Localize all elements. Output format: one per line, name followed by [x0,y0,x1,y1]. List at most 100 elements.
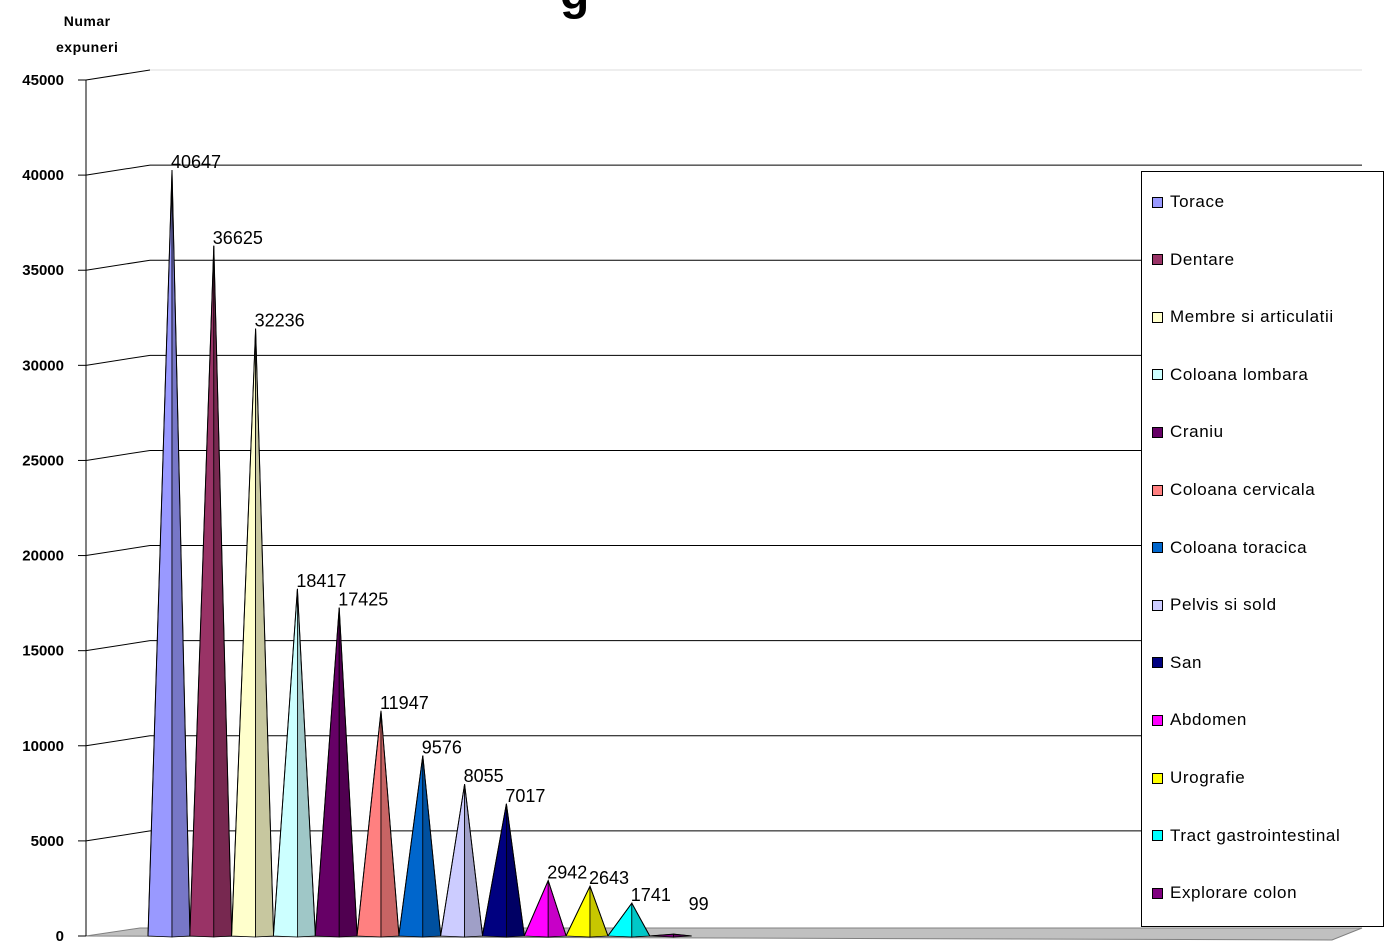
cone-explorare-colon [649,933,692,938]
gridline-diagonal [85,69,151,81]
legend-item: Coloana lombara [1152,365,1308,385]
cone-outline [231,328,275,937]
legend-label: Coloana toracica [1170,537,1308,557]
y-tick-label: 40000 [22,167,64,184]
data-label: 2643 [589,868,629,888]
y-tick-label: 30000 [22,357,64,374]
gridline-diagonal [85,164,151,176]
y-tick-label: 35000 [22,262,64,279]
data-label: 7017 [505,786,545,806]
legend-item: Coloana toracica [1152,538,1307,558]
cone-outline [314,607,358,937]
cone-membre-si-articulatii [231,328,275,938]
gridline-diagonal [85,354,151,366]
legend-swatch [1152,772,1163,784]
data-label: 17425 [338,590,388,610]
cone-coloana-lombara [272,588,316,938]
cone-outline [481,803,525,937]
legend-item: Abdomen [1152,710,1247,730]
legend-swatch [1152,714,1163,726]
legend-swatch [1152,254,1163,266]
legend-label: Abdomen [1170,710,1247,730]
data-label: 8055 [464,766,504,786]
legend-item: San [1152,653,1202,673]
legend-label: Urografie [1170,768,1246,787]
legend-swatch [1152,599,1163,611]
cone-outline [649,933,692,937]
cone-dentare [189,245,233,938]
legend-label: Craniu [1170,422,1224,442]
y-tick-label: 20000 [22,548,64,565]
cone-coloana-cervicala [356,710,400,938]
legend-swatch [1152,657,1163,669]
legend-item: Urografie [1152,768,1245,788]
legend-item: Explorare colon [1152,883,1297,903]
data-label: 9576 [422,738,462,758]
legend-swatch [1152,426,1163,438]
cone-san [481,803,525,938]
y-tick-label: 25000 [22,452,64,469]
legend-swatch [1152,484,1163,496]
legend-item: Torace [1152,192,1225,212]
legend-label: Coloana cervicala [1170,480,1316,499]
y-axis-title: Numar expuneri [56,8,118,60]
y-tick-label: 15000 [22,643,64,660]
cone-outline [398,755,442,937]
cone-urografie [565,884,609,938]
legend-label: Tract gastrointestinal [1170,825,1341,845]
legend-item: Pelvis si sold [1152,595,1277,615]
legend-swatch [1152,196,1163,208]
legend-label: Membre si articulatii [1170,307,1334,327]
legend: Torace Dentare Membre si articulatii Coloan… [1141,171,1384,927]
data-label: 36625 [213,228,263,248]
cones [147,169,692,938]
legend-swatch [1152,369,1163,381]
legend-label: San [1170,652,1203,672]
y-tick-label: 45000 [22,72,64,89]
data-label: 1741 [631,885,671,905]
cone-outline [189,245,233,937]
gridline-diagonal [85,449,151,461]
cone-outline [147,169,191,937]
legend-label: Pelvis si sold [1170,595,1277,615]
data-label: 18417 [296,571,346,591]
cone-coloana-toracica [398,755,442,938]
legend-label: Coloana lombara [1170,364,1309,384]
cone-outline [356,710,400,937]
data-label: 99 [689,894,709,914]
gridline-diagonal [85,830,151,842]
y-tick-label: 5000 [31,833,64,850]
legend-item: Membre si articulatii [1152,307,1334,327]
cone-tract-gastrointestinal [607,901,651,938]
cone-outline [523,879,567,937]
legend-label: Dentare [1170,249,1235,269]
gridline-diagonal [85,259,151,271]
legend-swatch [1152,830,1163,842]
legend-swatch [1152,311,1163,323]
y-axis-title-line-2: expuneri [56,39,119,55]
cone-outline [607,902,651,937]
y-tick-label: 10000 [22,738,64,755]
cone-torace [147,169,191,938]
gridline-diagonal [85,545,151,557]
legend-item: Dentare [1152,250,1235,270]
y-tick-label: 0 [56,928,64,944]
cone-craniu [314,607,358,938]
legend-item: Craniu [1152,422,1224,442]
data-label: 2942 [547,863,587,883]
gridline-diagonal [85,640,151,652]
data-label: 40647 [171,152,221,172]
legend-label: Torace [1170,192,1225,211]
y-tick-labels: 0 5000 10000 15000 20000 25000 30000 35000 40000… [22,72,64,944]
legend-item: Coloana cervicala [1152,480,1315,500]
gridline-diagonal [85,735,151,747]
y-axis-title-line-1: Numar [63,13,111,29]
chart-title: g [560,0,589,21]
legend-swatch [1152,542,1163,554]
data-label: 11947 [380,693,429,713]
legend-swatch [1152,887,1163,899]
cone-outline [440,784,484,937]
